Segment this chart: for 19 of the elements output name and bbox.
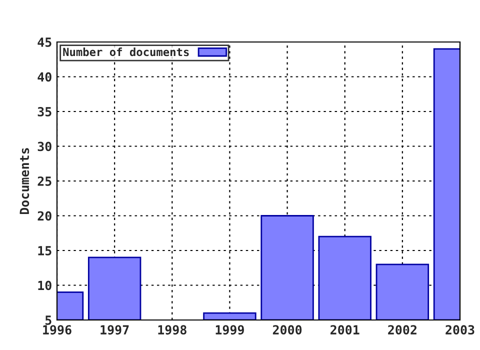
- y-tick-label: 15: [38, 246, 52, 256]
- x-tick-label: 2001: [330, 325, 360, 335]
- y-tick-label: 10: [38, 280, 52, 290]
- x-tick-label: 2000: [272, 325, 302, 335]
- x-tick-label: 1999: [216, 325, 244, 335]
- y-tick-label: 35: [38, 106, 52, 116]
- x-tick-label: 2002: [388, 325, 416, 335]
- x-tick-label: 1998: [158, 325, 186, 335]
- y-axis-title: Documents: [20, 148, 30, 214]
- x-tick-label: 1997: [100, 325, 129, 335]
- y-tick-label: 40: [38, 72, 52, 82]
- y-tick-label: 20: [38, 211, 52, 221]
- y-tick-label: 30: [38, 142, 52, 152]
- x-tick-label: 2003: [446, 325, 474, 335]
- y-tick-label: 5: [45, 316, 52, 325]
- y-tick-label: 25: [38, 176, 52, 186]
- legend-label: Number of documents: [63, 48, 189, 56]
- y-tick-label: 45: [38, 38, 52, 47]
- x-tick-label: 1996: [43, 325, 72, 335]
